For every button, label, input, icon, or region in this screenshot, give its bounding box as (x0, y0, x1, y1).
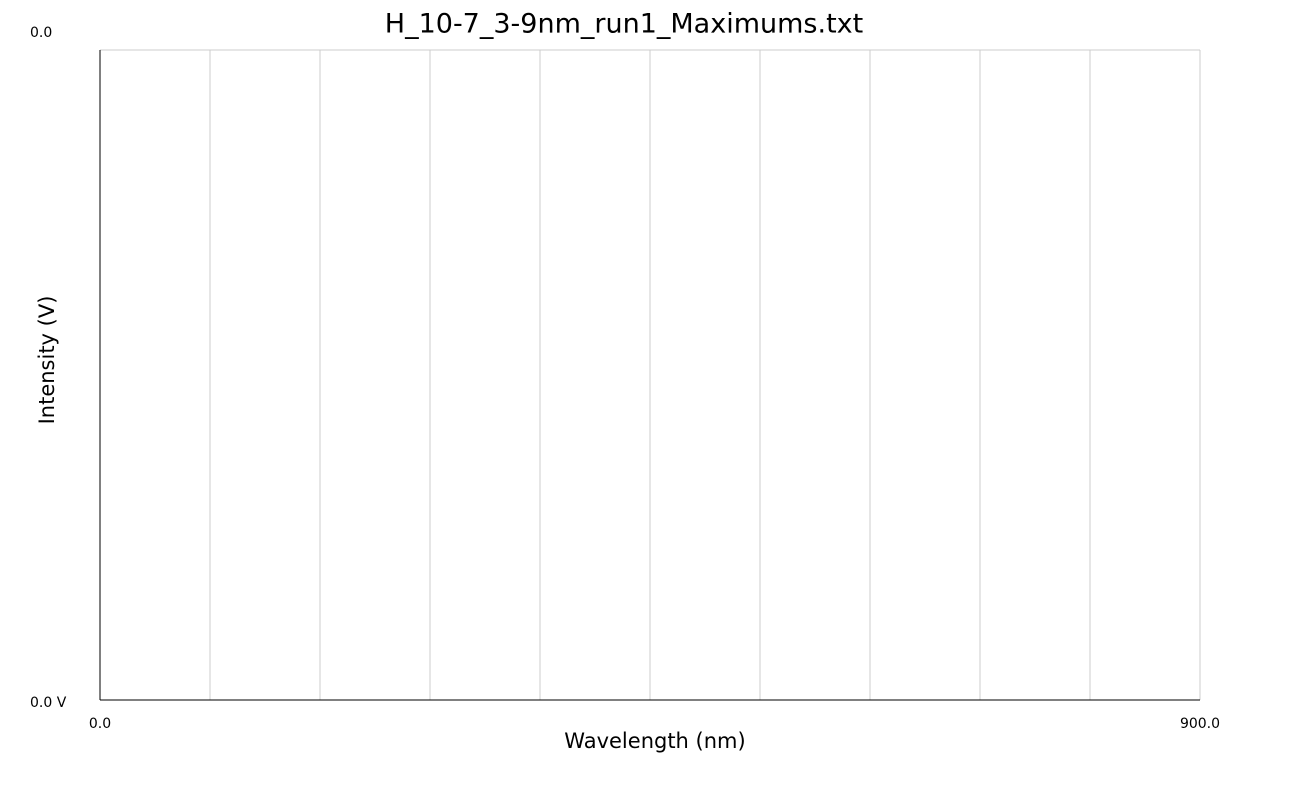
y-tick-label: 0.0 (30, 25, 52, 41)
chart-title: H_10-7_3-9nm_run1_Maximums.txt (385, 9, 863, 40)
y-tick-label: 0.0 V (30, 695, 67, 711)
x-tick-label: 0.0 (89, 716, 111, 732)
x-axis-label: Wavelength (nm) (564, 729, 745, 753)
y-axis-label: Intensity (V) (35, 296, 59, 425)
x-tick-label: 900.0 (1180, 716, 1220, 732)
